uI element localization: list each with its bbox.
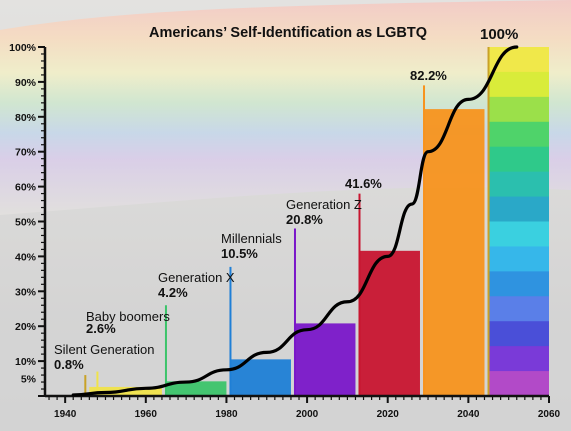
x-tick-label: 2020 <box>377 409 400 420</box>
rainbow-bar-stripe <box>488 71 549 98</box>
rainbow-bar-stripe <box>488 321 549 347</box>
bar-4 <box>294 323 356 396</box>
trend-line-layer <box>71 45 519 397</box>
bar-name-label-3: Millennials <box>221 231 282 246</box>
bar-name-label-2: Generation X <box>158 270 235 285</box>
y-tick-label: 70% <box>15 147 37 159</box>
y-tick-label: 10% <box>15 356 37 368</box>
rainbow-bar-stripe <box>488 296 549 322</box>
bar-value-label-4: 20.8% <box>286 212 323 227</box>
y-tick-label: 40% <box>15 251 37 263</box>
y-tick-label: 90% <box>15 77 37 89</box>
bar-name-label-0: Silent Generation <box>54 342 154 357</box>
rainbow-bar-stripe <box>488 246 549 272</box>
bar-2 <box>165 381 227 396</box>
y-tick-label: 20% <box>15 321 37 333</box>
axes-layer: 1940 1960 1980 2000 2020 2040 2060 5% 10% 20% 30% 4… <box>9 42 560 420</box>
rainbow-bar-stripe <box>488 271 549 297</box>
bar-5 <box>359 250 420 396</box>
bar-value-label-0: 0.8% <box>54 357 84 372</box>
trend-line <box>71 45 519 397</box>
bar-6 <box>424 109 485 396</box>
bar-name-label-1: Baby boomers <box>86 309 170 324</box>
rainbow-bar-stripe <box>488 171 549 198</box>
rainbow-bar-stripe <box>488 121 549 148</box>
x-tick-label: 2040 <box>457 409 480 420</box>
rainbow-bar-stripe <box>488 346 549 372</box>
x-tick-label: 2060 <box>538 409 561 420</box>
x-tick-label: 1940 <box>54 409 77 420</box>
bar-value-label-5: 41.6% <box>345 176 382 191</box>
bar-value-label-3: 10.5% <box>221 246 258 261</box>
y-tick-label: 60% <box>15 182 37 194</box>
rainbow-bar-stripe <box>488 221 549 248</box>
marker-lines-layer <box>84 47 490 396</box>
bar-value-label-2: 4.2% <box>158 285 188 300</box>
y-tick-label: 50% <box>15 217 37 229</box>
bar-name-label-4: Generation Z <box>286 197 362 212</box>
bar-value-label-7: 100% <box>480 26 518 43</box>
x-tick-label: 1980 <box>215 409 238 420</box>
rainbow-bar-stripe <box>488 96 549 123</box>
y-tick-label: 5% <box>21 374 37 386</box>
y-tick-label: 100% <box>9 42 37 54</box>
y-tick-label: 80% <box>15 112 37 124</box>
rainbow-bar-stripe <box>488 371 549 397</box>
x-tick-label: 2000 <box>296 409 319 420</box>
chart-title: Americans’ Self-Identification as LGBTQ <box>149 25 427 41</box>
rainbow-bar-stripe <box>488 196 549 223</box>
bar-value-label-6: 82.2% <box>410 68 447 83</box>
bar-value-label-1: 2.6% <box>86 321 116 336</box>
x-tick-label: 1960 <box>135 409 158 420</box>
y-tick-label: 30% <box>15 286 37 298</box>
rainbow-bar-stripe <box>488 146 549 173</box>
bars-layer <box>89 47 549 397</box>
